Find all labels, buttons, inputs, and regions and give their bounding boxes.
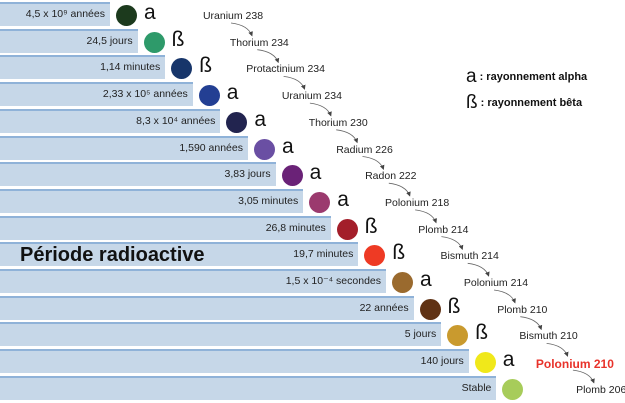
stair-bar (0, 322, 442, 347)
alpha-symbol: a (144, 1, 156, 24)
beta-symbol: ß (171, 27, 185, 51)
half-life-label: 1,5 x 10⁻⁴ secondes (285, 275, 381, 287)
decay-arrow (388, 182, 411, 197)
alpha-symbol: a (254, 107, 267, 131)
half-life-label: 1,590 années (179, 141, 243, 154)
isotope-dot (474, 352, 496, 374)
stair-bar (0, 349, 469, 374)
decay-arrow (415, 209, 437, 224)
decay-arrow (493, 289, 516, 304)
element-name: Polonium 214 (463, 277, 529, 289)
legend-beta: ß: rayonnement bêta (466, 92, 582, 114)
element-name: Thorium 234 (229, 36, 289, 49)
decay-arrow (309, 102, 332, 117)
half-life-label: 1,14 minutes (100, 61, 161, 74)
beta-symbol: ß (364, 214, 378, 238)
stair-bar (0, 242, 359, 267)
alpha-symbol: a (282, 134, 294, 158)
half-life-label: Stable (461, 381, 492, 394)
legend-alpha-label: : rayonnement alpha (479, 71, 588, 83)
beta-symbol: ß (475, 321, 489, 345)
element-name: Uranium 238 (202, 10, 264, 22)
stair-bar (0, 28, 138, 53)
stair-bar (0, 269, 386, 293)
half-life-label: 2,33 x 10⁵ années (102, 88, 188, 101)
beta-symbol: ß (392, 241, 406, 265)
decay-arrow (283, 76, 306, 90)
alpha-symbol: a (502, 348, 515, 372)
alpha-symbol: a (420, 268, 432, 291)
element-name: Thorium 230 (308, 116, 368, 129)
element-name: Polonium 218 (384, 196, 450, 209)
stair-bar (0, 108, 221, 133)
element-name: Protactinium 234 (246, 63, 325, 76)
isotope-dot (116, 5, 137, 26)
element-name: Plomb 206 (576, 383, 625, 396)
half-life-label: 4,5 x 10⁹ années (25, 8, 105, 20)
isotope-dot (392, 272, 413, 293)
isotope-dot (502, 378, 524, 400)
half-life-label: 26,8 minutes (265, 221, 326, 234)
decay-arrow (441, 236, 464, 251)
decay-arrow (230, 22, 253, 37)
beta-symbol: ß (199, 54, 213, 78)
stair-bar (0, 375, 497, 400)
beta-symbol: ß (447, 294, 461, 318)
half-life-label: 5 jours (404, 328, 437, 341)
stair-bar (0, 295, 414, 320)
isotope-dot (419, 298, 441, 320)
element-name: Radium 226 (336, 143, 393, 156)
element-name: Radon 222 (365, 170, 417, 183)
diagram-title: Période radioactive (20, 244, 205, 266)
stair-bar (0, 215, 331, 240)
element-name: Bismuth 210 (519, 330, 578, 343)
half-life-label: 22 années (359, 301, 409, 314)
element-name: Plomb 214 (418, 223, 469, 236)
isotope-dot (226, 111, 248, 133)
element-name: Uranium 234 (281, 90, 342, 103)
isotope-dot (364, 245, 386, 267)
isotope-dot (447, 325, 469, 347)
alpha-symbol: a (466, 66, 477, 87)
isotope-dot (198, 85, 220, 107)
isotope-dot (336, 218, 358, 240)
half-life-label: 140 jours (420, 355, 464, 368)
decay-arrow (336, 129, 359, 144)
decay-arrow (257, 49, 280, 64)
stair-bar (0, 162, 276, 187)
alpha-symbol: a (337, 187, 349, 211)
element-name: Polonium 210 (535, 357, 614, 372)
decay-arrow (520, 316, 543, 331)
decay-arrow (546, 343, 569, 357)
isotope-dot (309, 191, 331, 213)
decay-arrow (467, 262, 490, 277)
stair-bar (0, 135, 248, 160)
legend-beta-label: : rayonnement bêta (480, 97, 583, 109)
element-name: Plomb 210 (497, 303, 548, 316)
element-name: Bismuth 214 (440, 250, 499, 263)
half-life-label: 8,3 x 10⁴ années (136, 114, 216, 127)
beta-symbol: ß (466, 92, 478, 113)
half-life-label: 3,05 minutes (238, 194, 299, 207)
stair-bar (0, 2, 110, 26)
decay-arrow (362, 156, 385, 170)
legend-alpha: a: rayonnement alpha (466, 66, 587, 88)
isotope-dot (281, 165, 303, 187)
half-life-label: 19,7 minutes (293, 248, 354, 261)
isotope-dot (254, 138, 275, 160)
alpha-symbol: a (226, 81, 239, 105)
stair-bar (0, 188, 304, 213)
decay-arrow (572, 369, 595, 384)
stair-bar (0, 55, 166, 80)
stair-bar (0, 82, 193, 107)
half-life-label: 3,83 jours (224, 168, 271, 181)
isotope-dot (143, 31, 165, 53)
isotope-dot (171, 58, 193, 80)
alpha-symbol: a (309, 161, 322, 185)
half-life-label: 24,5 jours (86, 34, 133, 47)
